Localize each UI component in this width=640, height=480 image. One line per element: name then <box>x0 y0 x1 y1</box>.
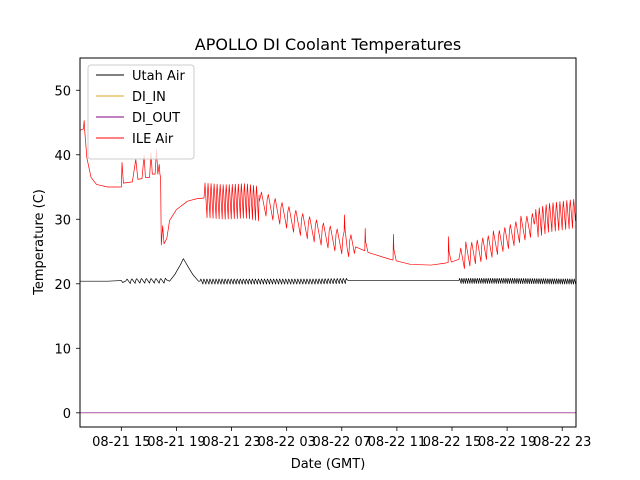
legend-label: ILE Air <box>132 132 174 147</box>
x-tick-label: 08-21 15 <box>92 435 150 450</box>
legend-label: DI_OUT <box>132 111 180 126</box>
x-tick-label: 08-22 23 <box>533 435 591 450</box>
series-line-ile-air <box>80 120 576 269</box>
x-tick-label: 08-22 11 <box>368 435 426 450</box>
x-tick-label: 08-22 07 <box>313 435 371 450</box>
legend-box <box>87 64 195 160</box>
y-tick-label: 30 <box>54 213 71 228</box>
y-tick-label: 20 <box>54 278 71 293</box>
y-axis-ticks: 0 10 20 30 40 50 <box>54 84 80 422</box>
legend-item-di-in: DI_IN <box>96 90 166 105</box>
x-tick-label: 08-22 03 <box>257 435 315 450</box>
plot-area <box>80 120 576 414</box>
legend-item-ile-air: ILE Air <box>96 132 174 147</box>
legend: Utah Air DI_IN DI_OUT ILE Air <box>87 64 195 160</box>
x-tick-label: 08-22 19 <box>478 435 536 450</box>
y-axis-label: Temperature (C) <box>32 189 47 296</box>
legend-label: Utah Air <box>132 69 185 84</box>
legend-item-utah-air: Utah Air <box>96 69 185 84</box>
y-tick-label: 0 <box>63 407 71 422</box>
x-tick-label: 08-21 19 <box>147 435 205 450</box>
legend-item-di-out: DI_OUT <box>96 111 180 126</box>
x-axis-label: Date (GMT) <box>291 457 366 472</box>
series-line-utah-air <box>80 258 576 285</box>
chart-title: APOLLO DI Coolant Temperatures <box>195 35 461 54</box>
y-tick-label: 10 <box>54 342 71 357</box>
legend-label: DI_IN <box>132 90 166 105</box>
y-tick-label: 50 <box>54 84 71 99</box>
axes-frame <box>79 57 577 428</box>
x-tick-label: 08-22 15 <box>423 435 481 450</box>
y-tick-label: 40 <box>54 149 71 164</box>
x-tick-label: 08-21 23 <box>202 435 260 450</box>
